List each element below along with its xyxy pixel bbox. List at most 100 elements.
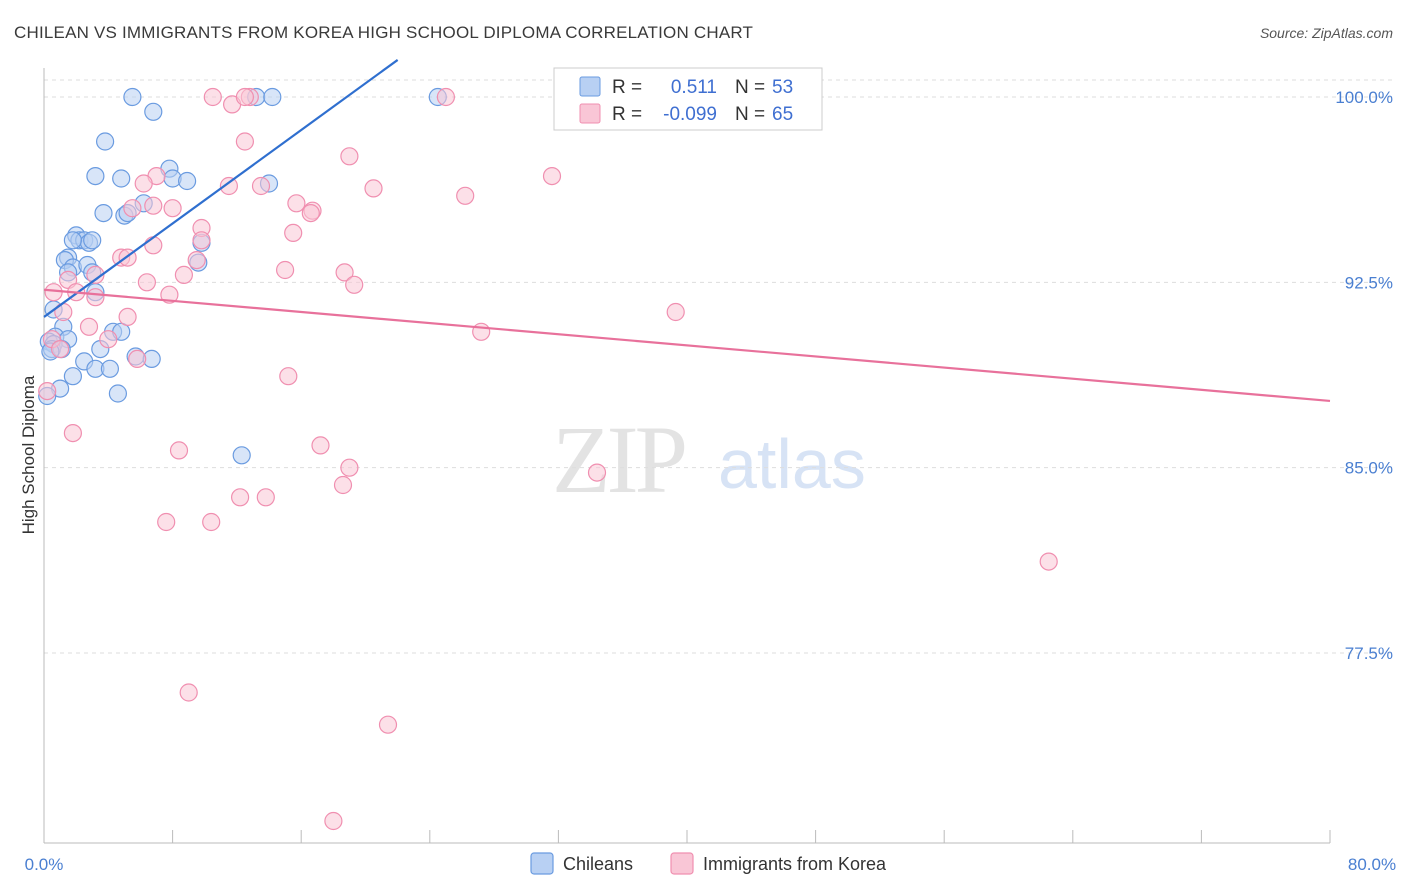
chileans-point-4 — [144, 102, 163, 121]
korea-point-23 — [144, 236, 163, 255]
chileans-point-8 — [112, 169, 131, 188]
korea-point-42 — [472, 322, 491, 341]
chileans-point-20 — [63, 231, 83, 250]
korea-point-0 — [203, 87, 222, 107]
chileans-point-0 — [123, 87, 142, 107]
data-points — [38, 87, 1058, 831]
korea-point-36 — [86, 288, 105, 307]
korea-point-28 — [335, 263, 354, 282]
stats-r-value-2: -0.099 — [663, 104, 717, 125]
stats-n-label-1: N = — [735, 77, 765, 98]
korea-point-58 — [202, 512, 221, 532]
chileans-point-10 — [178, 171, 197, 191]
chileans-point-21 — [83, 231, 102, 250]
y-tick-label-3: 100.0% — [1335, 88, 1393, 107]
stats-swatch-chileans — [579, 76, 601, 97]
chileans-point-5 — [95, 132, 115, 151]
korea-point-26 — [187, 251, 206, 270]
y-axis-label: High School Diploma — [19, 375, 38, 534]
stats-legend: R = 0.511 N = 53 R = -0.099 N = 65 — [553, 67, 823, 131]
legend-swatch-korea — [670, 852, 694, 875]
korea-point-19 — [301, 204, 320, 223]
korea-point-32 — [137, 273, 156, 292]
korea-point-27 — [276, 260, 295, 280]
stats-n-value-2: 65 — [772, 104, 793, 125]
korea-point-40 — [666, 302, 685, 322]
korea-point-37 — [44, 283, 63, 302]
korea-point-59 — [1039, 552, 1058, 571]
korea-point-49 — [63, 424, 83, 443]
korea-point-45 — [99, 330, 118, 349]
korea-point-12 — [364, 179, 383, 198]
korea-point-56 — [256, 488, 275, 507]
x-tick-label-max: 80.0% — [1348, 855, 1396, 874]
legend-label-chileans: Chileans — [563, 854, 633, 874]
korea-point-31 — [86, 265, 105, 284]
legend-label-korea: Immigrants from Korea — [703, 854, 887, 874]
x-tick-marks — [43, 830, 1331, 843]
y-tick-label-1: 85.0% — [1345, 459, 1393, 478]
chileans-trendline — [43, 59, 399, 318]
korea-point-29 — [174, 265, 193, 284]
trend-lines — [43, 59, 1331, 403]
korea-point-35 — [160, 285, 179, 304]
gridlines — [44, 79, 1393, 654]
korea-trendline — [43, 288, 1331, 403]
korea-point-61 — [378, 715, 398, 734]
korea-point-21 — [284, 223, 303, 242]
korea-point-7 — [542, 167, 562, 186]
stats-r-label-1: R = — [612, 77, 642, 98]
chart-source: Source: ZipAtlas.com — [1260, 25, 1393, 41]
chileans-point-7 — [86, 167, 105, 186]
korea-point-48 — [38, 382, 57, 401]
korea-point-55 — [231, 488, 250, 507]
korea-point-39 — [118, 307, 137, 326]
watermark-atlas: atlas — [718, 425, 866, 503]
korea-point-41 — [79, 317, 99, 336]
korea-point-16 — [123, 199, 142, 218]
korea-point-46 — [128, 349, 147, 368]
korea-point-11 — [251, 176, 271, 196]
series-legend: Chileans Immigrants from Korea — [530, 852, 887, 875]
chileans-point-2 — [263, 87, 282, 107]
korea-point-44 — [50, 340, 70, 359]
chileans-point-52 — [232, 446, 251, 465]
korea-point-5 — [235, 132, 254, 151]
korea-point-6 — [340, 147, 359, 166]
chileans-point-48 — [63, 367, 83, 386]
korea-point-15 — [163, 199, 182, 218]
korea-point-14 — [287, 194, 306, 213]
korea-point-13 — [456, 186, 475, 205]
y-tick-label-0: 77.5% — [1345, 644, 1393, 663]
korea-point-54 — [333, 475, 353, 495]
chart-title: CHILEAN VS IMMIGRANTS FROM KOREA HIGH SC… — [14, 23, 753, 42]
stats-n-value-1: 53 — [772, 77, 793, 98]
watermark-zip: ZIP — [552, 406, 685, 513]
chileans-point-47 — [100, 359, 120, 378]
legend-swatch-chileans — [530, 852, 554, 875]
korea-point-51 — [311, 436, 330, 455]
y-tick-label-2: 92.5% — [1345, 273, 1393, 292]
watermark: ZIP atlas — [552, 406, 866, 513]
korea-point-50 — [169, 441, 189, 460]
stats-swatch-korea — [579, 103, 601, 124]
korea-point-4 — [235, 87, 254, 107]
korea-point-17 — [144, 196, 163, 215]
x-tick-label-min: 0.0% — [25, 855, 64, 874]
korea-point-9 — [134, 174, 153, 193]
stats-n-label-2: N = — [735, 104, 765, 125]
korea-point-53 — [587, 463, 607, 482]
korea-point-47 — [279, 367, 298, 386]
chileans-point-50 — [108, 384, 128, 403]
stats-r-value-1: 0.511 — [671, 77, 717, 98]
y-tick-labels: 77.5% 85.0% 92.5% 100.0% — [1335, 88, 1393, 663]
korea-point-52 — [340, 458, 359, 477]
korea-point-60 — [179, 683, 198, 702]
stats-r-label-2: R = — [612, 104, 642, 125]
korea-point-62 — [324, 811, 343, 831]
korea-point-33 — [345, 275, 364, 294]
korea-point-57 — [157, 512, 176, 532]
korea-point-10 — [219, 176, 238, 196]
korea-point-22 — [192, 231, 211, 250]
